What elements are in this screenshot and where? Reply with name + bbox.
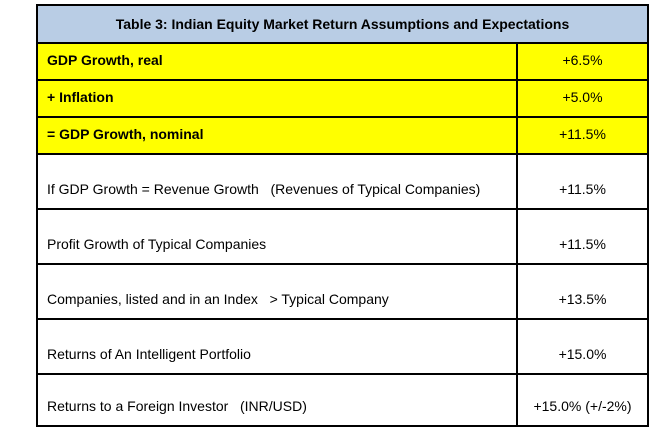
row-label: Returns of An Intelligent Portfolio	[36, 318, 518, 375]
row-value: +5.0%	[516, 79, 649, 118]
table-row: + Inflation +5.0%	[36, 79, 649, 118]
table-row: Profit Growth of Typical Companies +11.5%	[36, 208, 649, 265]
row-value: +11.5%	[516, 116, 649, 155]
assumptions-table-container: Table 3: Indian Equity Market Return Ass…	[36, 4, 649, 427]
row-value: +15.0%	[516, 318, 649, 375]
table-title: Table 3: Indian Equity Market Return Ass…	[36, 4, 649, 44]
table-row: Returns to a Foreign Investor (INR/USD) +…	[36, 373, 649, 427]
table-row: = GDP Growth, nominal +11.5%	[36, 116, 649, 155]
row-label: GDP Growth, real	[36, 42, 518, 81]
row-value: +6.5%	[516, 42, 649, 81]
row-label: Returns to a Foreign Investor (INR/USD)	[36, 373, 518, 427]
row-label: = GDP Growth, nominal	[36, 116, 518, 155]
row-value: +15.0% (+/-2%)	[516, 373, 649, 427]
row-label: If GDP Growth = Revenue Growth (Revenues…	[36, 153, 518, 210]
table-header-row: Table 3: Indian Equity Market Return Ass…	[36, 4, 649, 44]
table-row: Returns of An Intelligent Portfolio +15.0…	[36, 318, 649, 375]
row-label: + Inflation	[36, 79, 518, 118]
row-label: Profit Growth of Typical Companies	[36, 208, 518, 265]
row-value: +11.5%	[516, 153, 649, 210]
table-row: Companies, listed and in an Index > Typi…	[36, 263, 649, 320]
table-row: If GDP Growth = Revenue Growth (Revenues…	[36, 153, 649, 210]
row-value: +11.5%	[516, 208, 649, 265]
row-label: Companies, listed and in an Index > Typi…	[36, 263, 518, 320]
table-row: GDP Growth, real +6.5%	[36, 42, 649, 81]
row-value: +13.5%	[516, 263, 649, 320]
assumptions-table: Table 3: Indian Equity Market Return Ass…	[36, 4, 649, 427]
